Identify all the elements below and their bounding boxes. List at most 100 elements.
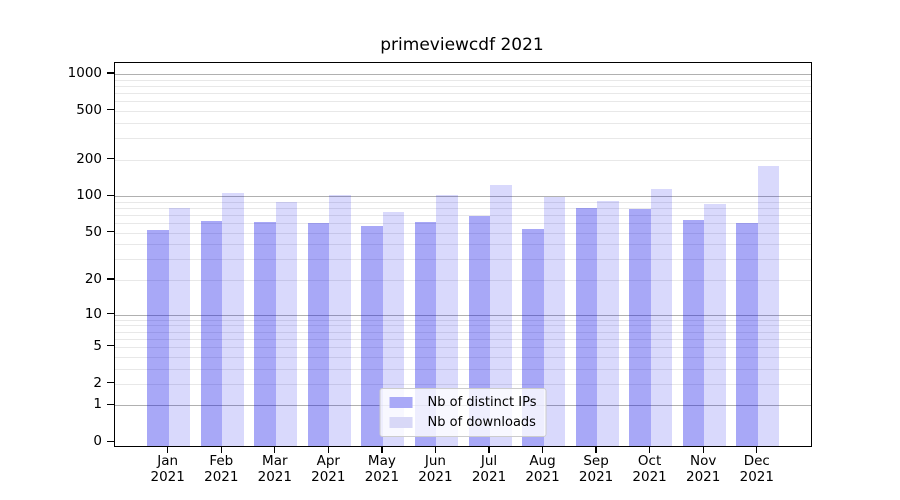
x-tick-label-line: May <box>367 453 396 469</box>
bar-nb-of-distinct-ips-sep-2021 <box>575 208 598 446</box>
x-tick-jun-2021 <box>434 446 437 453</box>
x-tick-label-line: Aug <box>529 453 556 469</box>
x-tick-label-line: 2021 <box>418 469 453 485</box>
x-tick-aug-2021 <box>541 446 544 453</box>
y-tick-label-1000: 1000 <box>67 64 102 81</box>
x-tick-label-jun-2021: Jun 2021 <box>395 453 475 485</box>
gridline-minor-2 <box>115 383 811 385</box>
x-tick-nov-2021 <box>702 446 704 453</box>
x-tick-label-dec-2021: Dec 2021 <box>717 453 797 485</box>
y-tick-label-2: 2 <box>93 374 102 391</box>
y-tick-5 <box>107 345 114 347</box>
y-tick-label-200: 200 <box>76 150 102 167</box>
x-tick-label-line: Jun <box>424 453 446 469</box>
legend: Nb of distinct IPs Nb of downloads <box>379 388 547 437</box>
y-tick-label-10: 10 <box>84 305 102 322</box>
bar-nb-of-distinct-ips-jan-2021 <box>147 229 169 446</box>
gridline-minor-600 <box>115 101 811 103</box>
gridline-minor-300 <box>115 138 811 139</box>
x-tick-label-line: 2021 <box>364 469 400 485</box>
x-tick-label-line: 2021 <box>150 469 185 485</box>
x-tick-jul-2021 <box>488 446 490 453</box>
gridline-minor-200 <box>115 159 811 161</box>
gridline-minor-4 <box>115 356 811 358</box>
x-tick-label-mar-2021: Mar 2021 <box>235 453 315 485</box>
y-tick-1000 <box>107 72 114 74</box>
y-tick-label-1: 1 <box>93 396 102 413</box>
legend-label-downloads: Nb of downloads <box>427 415 536 430</box>
gridline-minor-50 <box>115 232 811 234</box>
x-tick-label-may-2021: May 2021 <box>342 453 422 485</box>
bar-nb-of-distinct-ips-may-2021 <box>361 225 383 446</box>
x-tick-label-line: Jan <box>157 453 179 469</box>
bar-nb-of-downloads-nov-2021 <box>704 203 726 446</box>
bar-nb-of-downloads-oct-2021 <box>650 188 673 446</box>
y-tick-500 <box>107 109 114 111</box>
x-tick-label-nov-2021: Nov 2021 <box>663 453 743 485</box>
bar-nb-of-distinct-ips-feb-2021 <box>200 221 223 446</box>
x-tick-label-line: 2021 <box>471 469 507 485</box>
x-tick-sep-2021 <box>595 446 597 453</box>
x-tick-label-line: 2021 <box>204 469 239 485</box>
y-tick-label-20: 20 <box>84 271 102 287</box>
gridline-minor-400 <box>115 122 811 124</box>
x-tick-feb-2021 <box>220 446 222 453</box>
y-tick-20 <box>107 278 114 280</box>
x-tick-label-line: 2021 <box>632 469 667 485</box>
x-tick-label-oct-2021: Oct 2021 <box>610 453 690 485</box>
legend-swatch-distinct-ips <box>389 397 413 408</box>
gridline-minor-20 <box>115 280 811 281</box>
legend-swatch-downloads <box>389 417 413 428</box>
x-tick-mar-2021 <box>274 446 276 453</box>
x-tick-label-line: 2021 <box>257 469 292 485</box>
gridline-minor-700 <box>115 92 811 94</box>
legend-entry-distinct-ips: Nb of distinct IPs <box>389 394 536 411</box>
bar-nb-of-downloads-aug-2021 <box>543 196 565 446</box>
gridline-minor-900 <box>115 79 811 81</box>
gridline-minor-9 <box>115 319 811 321</box>
gridline-major-100 <box>115 196 811 198</box>
grid-layer <box>115 63 811 446</box>
y-tick-label-5: 5 <box>93 337 102 354</box>
gridline-minor-80 <box>115 208 811 209</box>
y-tick-10 <box>107 312 114 315</box>
x-tick-label-line: Jul <box>480 453 498 469</box>
bar-nb-of-downloads-feb-2021 <box>222 192 244 446</box>
y-tick-label-500: 500 <box>76 101 102 118</box>
bar-nb-of-downloads-jul-2021 <box>490 184 512 446</box>
legend-entry-downloads: Nb of downloads <box>389 414 537 431</box>
y-tick-label-100: 100 <box>76 187 102 204</box>
y-tick-label-50: 50 <box>84 223 102 240</box>
bar-nb-of-downloads-jun-2021 <box>436 194 458 446</box>
x-tick-label-line: 2021 <box>311 469 346 485</box>
x-tick-label-sep-2021: Sep 2021 <box>556 453 636 485</box>
x-tick-jan-2021 <box>167 446 169 453</box>
bar-nb-of-downloads-apr-2021 <box>329 195 351 446</box>
x-tick-label-line: 2021 <box>525 469 560 485</box>
x-tick-may-2021 <box>381 446 383 453</box>
y-tick-50 <box>107 231 114 233</box>
gridline-minor-6 <box>115 338 811 340</box>
bar-nb-of-distinct-ips-apr-2021 <box>307 223 330 446</box>
y-tick-0 <box>107 440 114 443</box>
gridline-minor-30 <box>115 259 811 261</box>
x-tick-oct-2021 <box>649 446 651 453</box>
gridline-minor-3 <box>115 368 811 370</box>
y-tick-200 <box>107 157 114 160</box>
gridline-minor-8 <box>115 325 811 327</box>
y-tick-1 <box>107 403 114 406</box>
x-tick-label-line: Feb <box>209 453 234 469</box>
x-tick-label-line: 2021 <box>739 469 774 485</box>
bar-nb-of-distinct-ips-dec-2021 <box>736 223 758 446</box>
gridline-minor-7 <box>115 331 811 333</box>
gridline-minor-90 <box>115 201 811 203</box>
bars-layer <box>115 63 811 446</box>
y-tick-2 <box>107 382 114 384</box>
x-tick-label-feb-2021: Feb 2021 <box>181 453 261 485</box>
bar-nb-of-distinct-ips-mar-2021 <box>254 222 276 446</box>
gridline-minor-500 <box>115 110 811 112</box>
bar-nb-of-downloads-dec-2021 <box>757 166 780 446</box>
x-tick-label-line: Mar <box>262 453 288 469</box>
plot-area: Nb of distinct IPs Nb of downloads <box>114 62 812 447</box>
